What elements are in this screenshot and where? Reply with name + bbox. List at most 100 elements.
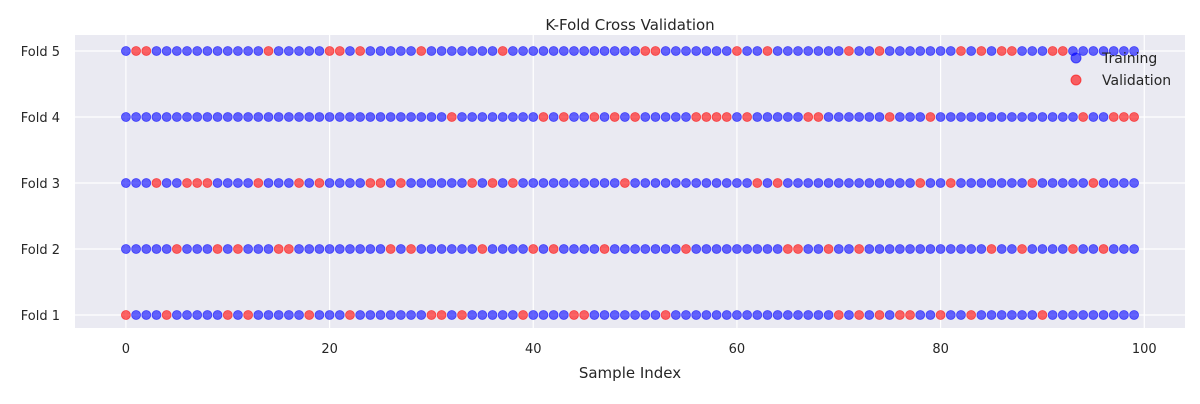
validation-point [620,178,630,188]
validation-point [395,178,406,188]
training-point [487,244,498,254]
training-point [762,112,773,122]
validation-point [1129,112,1139,122]
training-point [233,112,243,122]
validation-point [1057,46,1068,56]
training-point [670,310,681,320]
training-point [864,112,875,122]
validation-point [538,112,549,122]
training-point [956,178,966,188]
training-point [986,178,997,188]
x-tick-label: 60 [729,342,746,357]
training-point [1129,178,1139,188]
training-point [212,46,223,56]
training-point [579,178,590,188]
validation-point [161,310,172,320]
validation-point [446,112,457,122]
training-point [487,46,498,56]
validation-point [192,178,203,188]
validation-point [579,310,590,320]
validation-point [569,310,579,320]
validation-point [752,178,763,188]
training-point [854,112,865,122]
training-point [395,112,406,122]
y-tick-label: Fold 4 [21,111,60,126]
training-point [1108,178,1119,188]
training-point [182,46,192,56]
training-point [966,112,977,122]
training-point [864,46,875,56]
training-point [905,112,915,122]
training-point [569,178,579,188]
training-point [294,46,304,56]
training-point [294,244,304,254]
training-point [131,178,142,188]
training-point [701,310,712,320]
training-point [467,244,478,254]
training-point [395,46,406,56]
training-point [182,112,192,122]
y-tick-label: Fold 1 [21,309,60,324]
training-point [283,178,294,188]
training-point [222,46,233,56]
training-point [650,310,661,320]
training-point [355,178,366,188]
training-point [385,46,396,56]
training-point [253,310,264,320]
training-point [457,244,467,254]
training-point [131,310,142,320]
training-point [752,244,763,254]
training-point [609,310,620,320]
training-point [538,46,549,56]
training-point [477,310,488,320]
training-point [233,46,243,56]
training-point [742,178,753,188]
validation-point [233,244,243,254]
x-tick-label: 100 [1132,342,1157,357]
training-point [1057,112,1068,122]
training-point [324,178,335,188]
training-point [925,310,936,320]
training-point [884,178,895,188]
validation-point [487,178,498,188]
training-point [171,310,182,320]
training-point [844,178,854,188]
training-point [742,244,753,254]
validation-point [151,178,162,188]
training-point [844,310,854,320]
training-point [793,112,803,122]
training-point [528,310,539,320]
training-point [691,244,702,254]
training-point [742,310,753,320]
training-point [1017,178,1027,188]
y-tick-label: Fold 5 [21,45,60,60]
training-point [1047,178,1058,188]
training-point [1017,310,1027,320]
validation-point [721,112,732,122]
training-point [660,112,671,122]
validation-point [406,244,416,254]
training-point [131,244,142,254]
training-point [273,46,284,56]
validation-point [497,46,508,56]
training-point [1118,46,1129,56]
validation-point [304,310,315,320]
x-tick-label: 40 [525,342,542,357]
training-point [446,46,457,56]
training-point [1098,112,1109,122]
training-point [334,178,345,188]
validation-point [528,244,539,254]
training-point [446,178,457,188]
training-point [915,46,926,56]
validation-point [732,46,742,56]
training-point [630,46,640,56]
training-point [446,310,457,320]
training-point [1068,310,1078,320]
validation-point [762,46,773,56]
training-point [548,310,559,320]
validation-point [894,310,905,320]
training-point [569,244,579,254]
training-point [681,178,691,188]
training-point [507,46,518,56]
